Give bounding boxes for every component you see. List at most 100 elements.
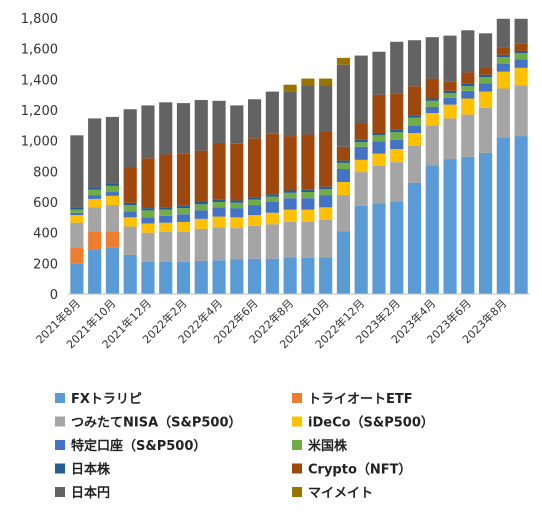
bar-segment: [301, 192, 315, 199]
bar-segment: [70, 209, 84, 213]
bar-segment: [194, 100, 208, 151]
bar-segment: [159, 231, 173, 262]
bar-segment: [141, 210, 155, 218]
bar-segment: [319, 207, 333, 220]
bar-segment: [70, 222, 84, 248]
bar-segment: [248, 258, 262, 294]
bar-segment: [461, 86, 475, 91]
bar-segment: [159, 261, 173, 294]
legend-swatch: [292, 416, 302, 427]
bar-segment: [301, 78, 315, 86]
bar-segment: [407, 133, 422, 147]
bar-segment: [123, 205, 137, 212]
bar-segment: [212, 260, 226, 294]
bar-segment: [425, 165, 439, 294]
bar-segment: [514, 85, 528, 137]
y-tick-label: 1,000: [21, 135, 58, 150]
bar-segment: [159, 154, 173, 208]
y-tick-label: 1,600: [21, 43, 58, 58]
bar-segment: [354, 123, 368, 140]
bar-segment: [230, 228, 244, 260]
bar-segment: [496, 54, 510, 58]
bar-segment: [390, 93, 404, 130]
bar-segment: [265, 133, 279, 195]
bar-segment: [283, 136, 297, 191]
bar-segment: [407, 182, 422, 294]
bar-segment: [141, 105, 155, 159]
bar-segment: [283, 84, 297, 92]
bar-segment: [319, 186, 333, 189]
bar-segment: [479, 152, 493, 294]
bar-segment: [212, 202, 226, 208]
bar-segment: [105, 116, 119, 184]
bar-segment: [372, 203, 386, 294]
bar-segment: [407, 86, 422, 116]
y-tick-label: 200: [33, 257, 58, 272]
bar-segment: [70, 247, 84, 264]
bar-segment: [301, 257, 315, 294]
bar-segment: [514, 136, 528, 294]
bar-segment: [301, 85, 315, 135]
bar-segment: [461, 83, 475, 87]
bar-segment: [248, 199, 262, 206]
bar-segment: [88, 118, 102, 188]
bar-segment: [230, 208, 244, 218]
bar-segment: [70, 207, 84, 210]
bar-segment: [496, 137, 510, 294]
legend-swatch: [55, 393, 65, 403]
legend-swatch: [55, 416, 65, 427]
bar-segment: [407, 115, 422, 118]
bar-segment: [425, 98, 439, 101]
bar-segment: [407, 125, 422, 133]
bar-segment: [336, 231, 350, 294]
bar-segment: [194, 228, 208, 262]
bar-segment: [88, 195, 102, 199]
bar-segment: [390, 201, 404, 294]
bar-segment: [265, 91, 279, 134]
bar-segment: [425, 78, 439, 99]
legend-label: iDeCo（S&P500）: [308, 415, 434, 431]
bar-segment: [159, 209, 173, 216]
legend-swatch: [292, 440, 302, 450]
bar-segment: [461, 156, 475, 294]
bar-segment: [265, 212, 279, 225]
bar-segment: [141, 217, 155, 224]
bar-segment: [514, 59, 528, 68]
bar-segment: [354, 146, 368, 160]
bar-segment: [443, 81, 457, 91]
bar-segment: [123, 254, 137, 294]
bar-segment: [141, 208, 155, 211]
bar-segment: [159, 102, 173, 155]
bar-segment: [479, 74, 493, 78]
bar-segment: [176, 208, 191, 215]
bar-segment: [372, 141, 386, 154]
y-tick-label: 400: [33, 227, 58, 242]
bar-segment: [248, 99, 262, 139]
legend-label: 日本株: [71, 462, 111, 478]
y-tick-label: 1,400: [21, 73, 58, 88]
bar-segment: [230, 143, 244, 201]
bar-segment: [319, 78, 333, 86]
bar-segment: [336, 57, 350, 65]
bar-segment: [425, 106, 439, 114]
bar-segment: [176, 153, 191, 206]
bar-segment: [443, 118, 457, 160]
bar-segment: [407, 146, 422, 183]
bar-segment: [265, 258, 279, 294]
bar-segment: [194, 210, 208, 219]
bar-segment: [461, 30, 475, 73]
bar-segment: [230, 105, 244, 144]
bar-segment: [372, 51, 386, 95]
bar-segment: [514, 18, 528, 44]
bar-segment: [372, 135, 386, 142]
bar-segment: [88, 198, 102, 208]
bar-segment: [230, 202, 244, 209]
bar-segment: [390, 162, 404, 202]
bar-segment: [514, 43, 528, 51]
bar-segment: [248, 215, 262, 226]
bar-segment: [301, 134, 315, 190]
bar-segment: [354, 55, 368, 124]
bar-segment: [176, 261, 191, 294]
bar-segment: [283, 198, 297, 210]
